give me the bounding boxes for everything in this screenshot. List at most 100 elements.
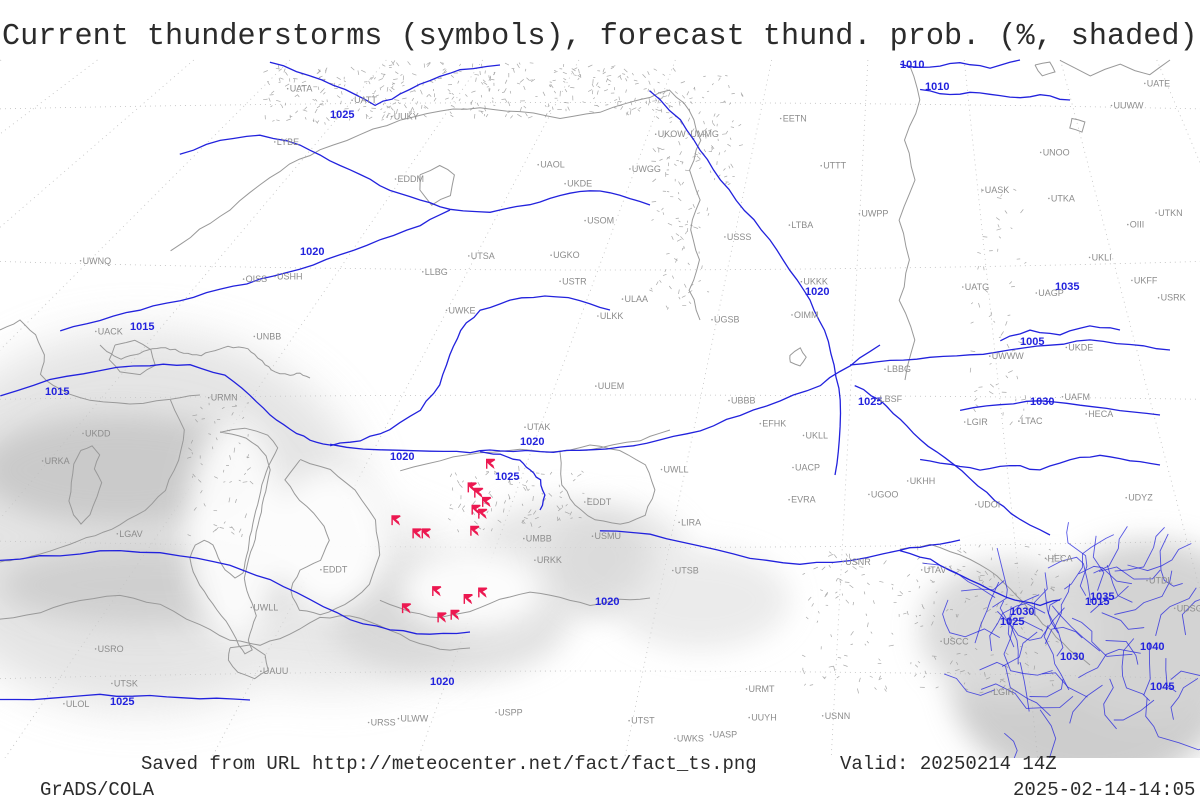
svg-text:UTTT: UTTT (823, 161, 846, 171)
svg-text:UACP: UACP (795, 463, 820, 473)
svg-text:LYBE: LYBE (277, 137, 299, 147)
svg-text:UGOO: UGOO (871, 489, 899, 499)
svg-text:UATG: UATG (965, 282, 989, 292)
svg-text:1025: 1025 (110, 696, 134, 708)
svg-text:USNN: USNN (825, 711, 851, 721)
svg-text:EDDM: EDDM (398, 174, 425, 184)
svg-text:UKDE: UKDE (1068, 342, 1093, 352)
svg-text:UWKS: UWKS (677, 733, 704, 743)
svg-text:1005: 1005 (1020, 336, 1044, 348)
svg-text:UTAK: UTAK (527, 422, 550, 432)
svg-text:USOM: USOM (587, 216, 614, 226)
svg-text:LBSF: LBSF (880, 394, 903, 404)
svg-text:UWLL: UWLL (253, 602, 278, 612)
svg-text:UUYH: UUYH (751, 713, 777, 723)
svg-text:1020: 1020 (390, 451, 414, 463)
svg-text:UUEM: UUEM (598, 381, 625, 391)
svg-text:USRK: USRK (1161, 293, 1186, 303)
svg-text:1020: 1020 (595, 596, 619, 608)
svg-text:EETN: EETN (783, 114, 807, 124)
svg-text:UKDE: UKDE (567, 179, 592, 189)
svg-text:1010: 1010 (900, 59, 924, 71)
svg-text:1020: 1020 (520, 436, 544, 448)
svg-text:LGAV: LGAV (119, 529, 142, 539)
svg-text:UWNQ: UWNQ (83, 256, 112, 266)
svg-text:UKDD: UKDD (85, 428, 111, 438)
svg-text:1015: 1015 (130, 321, 154, 333)
svg-text:1020: 1020 (300, 246, 324, 258)
svg-text:LIRA: LIRA (681, 517, 701, 527)
svg-text:1020: 1020 (430, 676, 454, 688)
svg-text:ULOL: ULOL (66, 699, 90, 709)
svg-text:URSS: URSS (371, 718, 396, 728)
svg-text:URMN: URMN (211, 393, 238, 403)
svg-text:URKK: URKK (537, 555, 562, 565)
svg-text:EVRA: EVRA (791, 495, 816, 505)
svg-text:UATT: UATT (354, 95, 377, 105)
svg-text:1015: 1015 (45, 386, 69, 398)
svg-text:UTSB: UTSB (675, 566, 699, 576)
svg-text:EDDT: EDDT (323, 565, 348, 575)
svg-text:UTST: UTST (631, 716, 655, 726)
svg-text:UASK: UASK (985, 185, 1010, 195)
svg-text:UATA: UATA (290, 84, 313, 94)
svg-text:UKLL: UKLL (806, 430, 829, 440)
svg-text:EDDT: EDDT (587, 497, 612, 507)
svg-text:LBBG: LBBG (887, 364, 911, 374)
svg-text:1035: 1035 (1090, 591, 1114, 603)
svg-text:UWLL: UWLL (664, 465, 689, 475)
svg-text:UTSK: UTSK (114, 678, 138, 688)
svg-text:UUKY: UUKY (394, 112, 419, 122)
svg-text:UTSA: UTSA (471, 251, 495, 261)
svg-text:LGIR: LGIR (993, 687, 1015, 697)
svg-text:UDSG: UDSG (1177, 603, 1200, 613)
svg-text:UKOW: UKOW (658, 129, 687, 139)
svg-text:UTDL: UTDL (1149, 576, 1173, 586)
svg-text:UKFF: UKFF (1134, 275, 1158, 285)
svg-text:ULAA: ULAA (625, 294, 649, 304)
svg-text:UAOL: UAOL (540, 160, 565, 170)
svg-text:1045: 1045 (1150, 681, 1174, 693)
svg-text:UKLI: UKLI (1092, 252, 1112, 262)
svg-text:1025: 1025 (495, 471, 519, 483)
svg-text:1010: 1010 (925, 81, 949, 93)
svg-text:UWPP: UWPP (861, 209, 888, 219)
svg-text:UATE: UATE (1147, 78, 1170, 88)
svg-text:UMMG: UMMG (690, 129, 719, 139)
svg-text:UDYZ: UDYZ (1128, 493, 1153, 503)
svg-text:EFHK: EFHK (762, 419, 786, 429)
svg-text:UWGG: UWGG (632, 164, 661, 174)
svg-text:USNR: USNR (845, 557, 871, 567)
svg-text:UKKK: UKKK (803, 277, 828, 287)
svg-text:USTR: USTR (562, 276, 587, 286)
svg-text:USSS: USSS (727, 232, 752, 242)
svg-text:UMBB: UMBB (526, 534, 552, 544)
svg-text:UKHH: UKHH (910, 476, 936, 486)
svg-text:UTKN: UTKN (1158, 208, 1183, 218)
svg-text:URKA: URKA (45, 456, 70, 466)
svg-text:UGKO: UGKO (553, 250, 580, 260)
svg-text:UAUU: UAUU (263, 666, 289, 676)
svg-text:HECA: HECA (1048, 553, 1073, 563)
svg-text:USPP: USPP (498, 708, 523, 718)
svg-text:LGIR: LGIR (967, 417, 989, 427)
svg-text:USCC: USCC (943, 636, 969, 646)
svg-text:UACK: UACK (98, 326, 123, 336)
svg-text:LTAC: LTAC (1021, 416, 1043, 426)
svg-text:1030: 1030 (1060, 651, 1084, 663)
svg-text:UWWW: UWWW (992, 351, 1024, 361)
svg-text:UDOI: UDOI (978, 499, 1001, 509)
svg-text:OIMM: OIMM (794, 310, 819, 320)
svg-text:ULKK: ULKK (600, 311, 624, 321)
svg-text:USMU: USMU (595, 531, 622, 541)
svg-text:UAFM: UAFM (1065, 392, 1091, 402)
svg-text:1025: 1025 (330, 109, 354, 121)
svg-text:USHH: USHH (277, 272, 303, 282)
svg-text:HECA: HECA (1088, 409, 1113, 419)
svg-text:USRO: USRO (98, 644, 124, 654)
svg-text:OISS: OISS (246, 274, 268, 284)
svg-text:UNOO: UNOO (1043, 147, 1070, 157)
svg-text:UWKE: UWKE (449, 305, 476, 315)
svg-text:1040: 1040 (1140, 641, 1164, 653)
svg-text:1020: 1020 (805, 286, 829, 298)
